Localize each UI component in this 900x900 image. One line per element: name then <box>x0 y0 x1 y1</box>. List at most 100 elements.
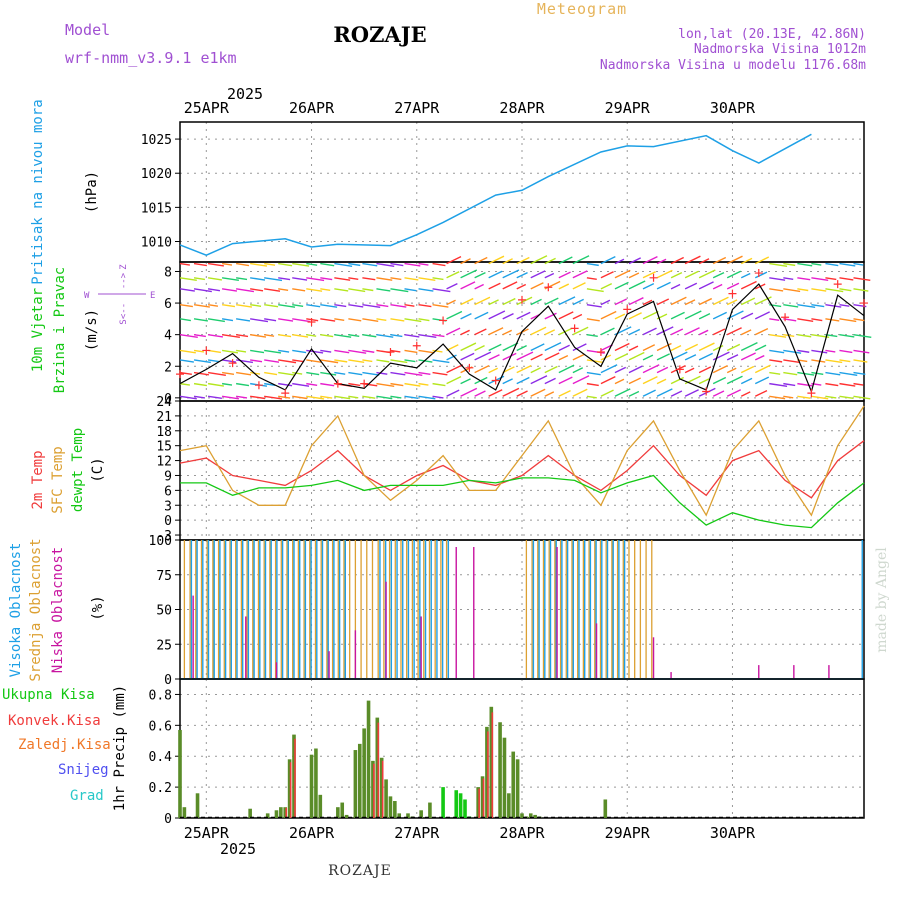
temp-2m-line <box>179 440 865 499</box>
wind-barb <box>642 376 658 385</box>
wind-barb <box>544 272 555 279</box>
wind-barb <box>264 262 276 266</box>
precip-conv-bar <box>381 760 384 818</box>
wind-barb <box>446 299 456 306</box>
wind-barb <box>502 297 516 306</box>
y-tick-label: 6 <box>164 484 172 499</box>
precip-total-bar <box>292 734 296 818</box>
wind-barb <box>264 359 280 363</box>
wind-barb <box>797 395 811 399</box>
precip-conv-bar <box>285 807 288 818</box>
wind-barb <box>432 349 443 353</box>
wind-barb <box>754 271 768 279</box>
wind-barb <box>207 318 225 323</box>
wind-barb <box>488 299 499 306</box>
wind-barb <box>600 255 616 265</box>
wind-barb <box>179 395 197 400</box>
wind-barb <box>572 375 590 385</box>
wind-barb <box>221 333 240 339</box>
wind-barb <box>530 282 544 290</box>
precip-total-bar <box>353 750 358 818</box>
wind-barb <box>797 262 813 267</box>
wind-barb <box>404 359 416 363</box>
wind-barb <box>642 364 660 374</box>
wind-barb <box>670 376 684 385</box>
wind-barb <box>362 303 381 309</box>
wind-barb <box>390 371 406 376</box>
precip-total-bar <box>520 813 524 818</box>
wind-barb <box>432 395 444 399</box>
wind-barb <box>278 333 292 338</box>
gust-marker <box>623 305 632 314</box>
y-tick-label: 2 <box>164 360 172 375</box>
wind-barb <box>642 283 655 290</box>
wind-barb <box>530 367 541 374</box>
precip-total-bar <box>388 796 393 818</box>
wind-barb <box>221 349 239 354</box>
wind-barb <box>432 303 449 308</box>
wind-barb <box>839 349 853 354</box>
y-tick-label: 12 <box>156 455 172 470</box>
wind-barb <box>488 327 504 336</box>
wind-barb <box>432 262 446 267</box>
wind-barb <box>656 353 670 361</box>
gust-marker <box>176 370 184 379</box>
wind-barb <box>698 378 710 385</box>
wind-barb <box>376 303 389 308</box>
compass-west: W <box>84 291 90 301</box>
pressure-panel: 1010 1015 1020 1025 <box>141 121 865 263</box>
wind-barb <box>684 367 695 374</box>
precip-total-bar <box>428 802 432 818</box>
wind-barb <box>726 299 738 306</box>
meteogram-label: Meteogram <box>537 0 627 18</box>
wind-barb <box>712 345 724 352</box>
wind-barb <box>712 256 727 265</box>
wind-barb <box>530 255 548 265</box>
gust-marker <box>702 387 711 396</box>
cloud-unit: (%) <box>90 595 106 620</box>
wind-barb <box>278 371 295 376</box>
wind-barb <box>418 382 429 386</box>
wind-barb <box>586 277 597 280</box>
wind-barb <box>236 395 248 399</box>
wind-barb <box>628 312 642 320</box>
wind-barb <box>811 349 828 354</box>
wind-barb <box>656 366 669 374</box>
pressure-unit: (hPa) <box>84 171 100 213</box>
wind-barb <box>306 318 319 322</box>
wind-barb <box>516 328 529 336</box>
wind-barb <box>670 311 685 320</box>
wind-barb <box>656 258 667 265</box>
wind-barb <box>614 269 631 279</box>
wind-barb <box>207 382 224 387</box>
wind-barb <box>853 395 871 400</box>
wind-barb <box>740 280 757 290</box>
wind-barb <box>516 296 533 306</box>
wind-barb <box>348 262 361 267</box>
precip-total-bar <box>603 799 608 818</box>
wind-barb <box>712 376 727 385</box>
wind-barb <box>221 382 233 386</box>
wind-barb <box>502 378 513 385</box>
wind-barb <box>825 395 837 399</box>
precip-conv-bar <box>478 788 480 818</box>
wind-barb <box>754 376 770 385</box>
year-label-top: 2025 <box>227 85 263 103</box>
wind-barb <box>698 366 712 374</box>
y-tick-label: 0.6 <box>149 719 172 734</box>
wind-barb <box>278 349 290 353</box>
precip-legend-total: Ukupna Kisa <box>2 687 95 703</box>
wind-barb <box>572 298 584 306</box>
wind-barb <box>558 296 576 306</box>
wind-barb <box>740 341 758 352</box>
wind-barb <box>628 377 641 385</box>
wind-barb <box>853 371 866 376</box>
wind-barb <box>502 281 518 290</box>
wind-barb <box>264 303 279 308</box>
wind-barb <box>488 282 501 290</box>
wind-barb <box>656 342 672 352</box>
wind-barb <box>502 329 513 336</box>
wind-barb <box>754 256 770 265</box>
wind-barb <box>698 342 715 352</box>
wind-barb <box>684 343 699 352</box>
